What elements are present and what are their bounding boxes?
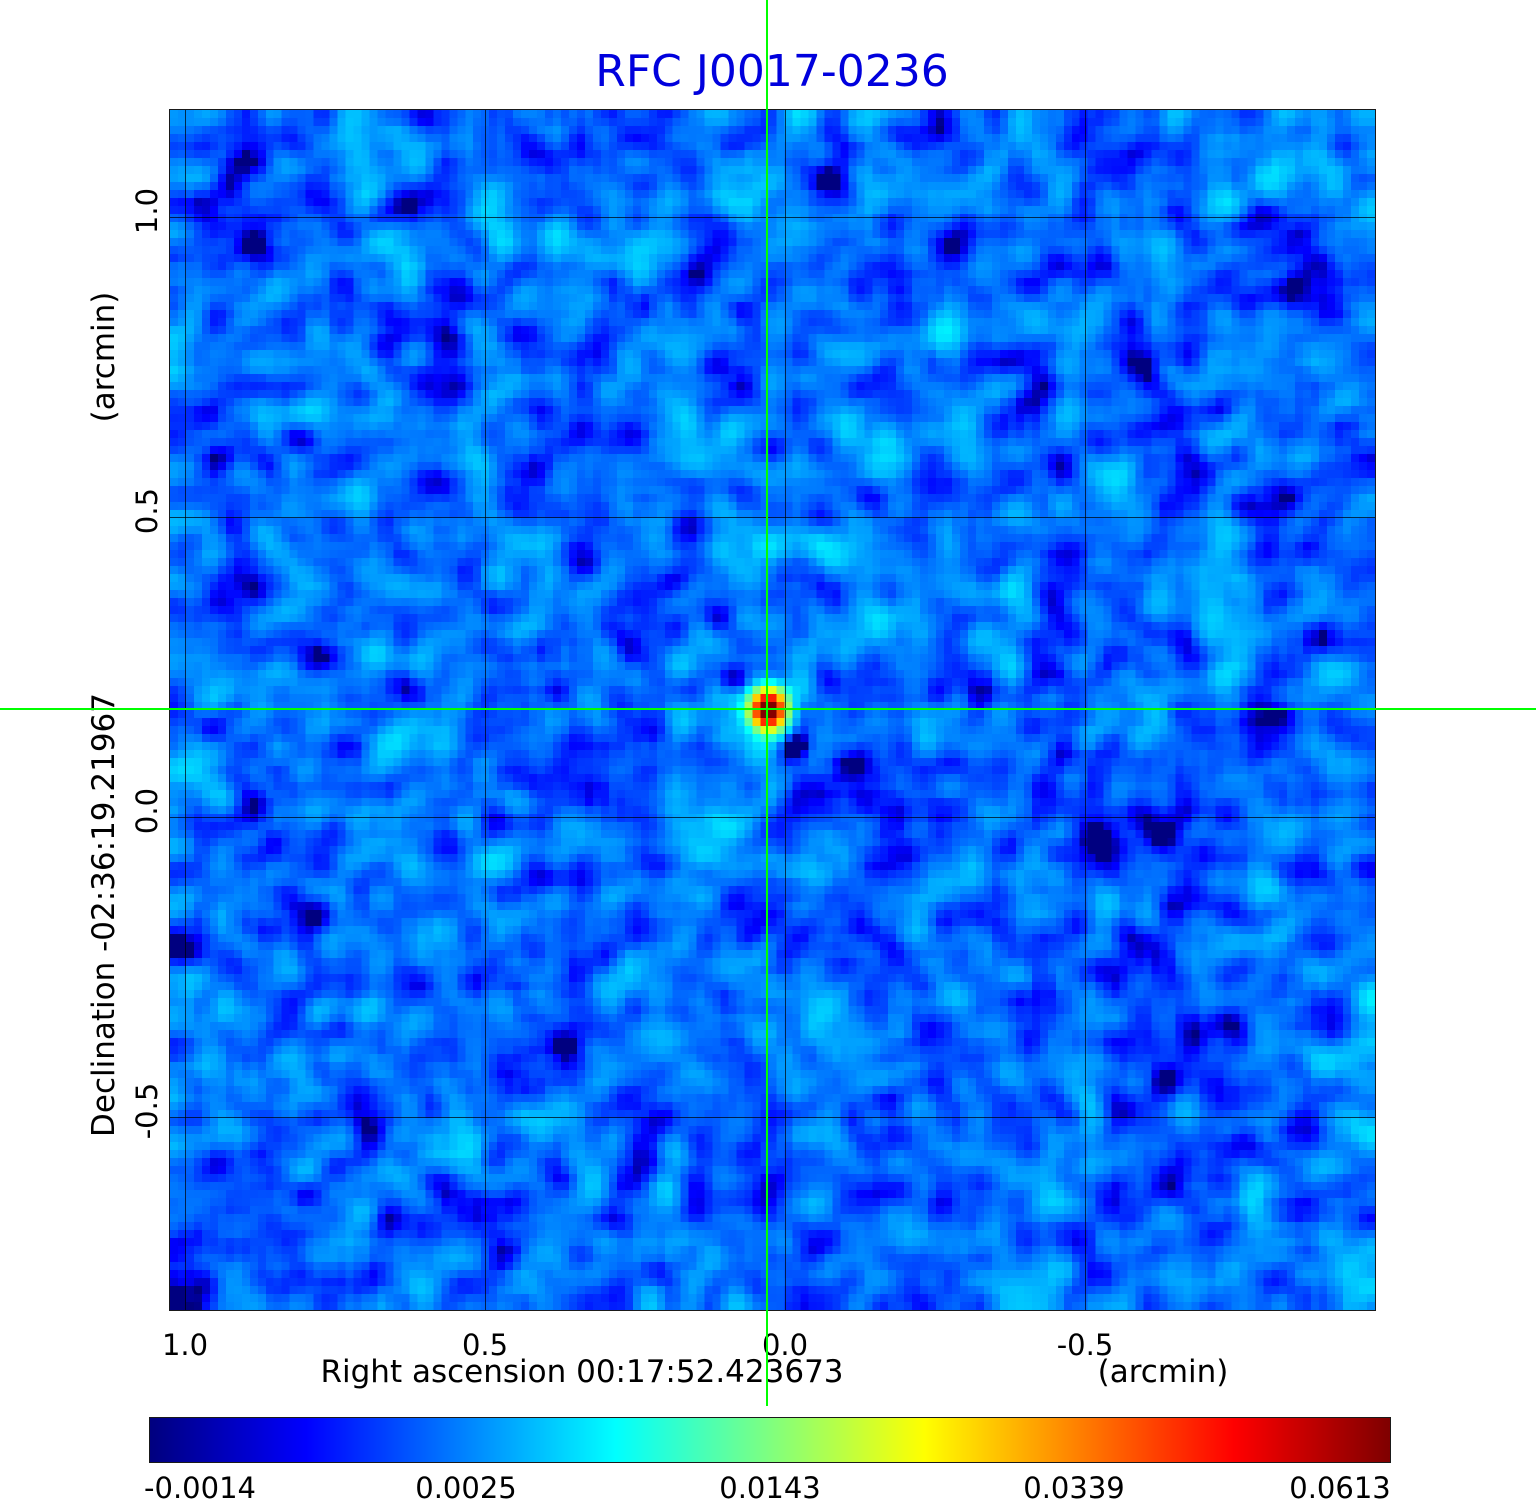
- crosshair-horizontal-line: [0, 708, 1536, 710]
- colorbar: [149, 1417, 1391, 1463]
- gridline-vertical: [785, 110, 786, 1310]
- y-tick-label: 0.5: [130, 487, 164, 535]
- crosshair-vertical-line: [766, 0, 768, 1406]
- y-tick-label: 1.0: [130, 187, 164, 235]
- x-tick-label: 0.5: [461, 1328, 509, 1362]
- x-tick-label: 0.0: [761, 1328, 809, 1362]
- gridline-vertical: [185, 110, 186, 1310]
- y-axis-label: Declination -02:36:19.21967: [86, 693, 122, 1137]
- colorbar-tick-label: 0.0025: [415, 1471, 517, 1505]
- gridline-vertical: [485, 110, 486, 1310]
- x-tick-label: 1.0: [161, 1328, 209, 1362]
- colorbar-tick-label: 0.0143: [719, 1471, 821, 1505]
- y-axis-unit-label: (arcmin): [86, 291, 122, 423]
- plot-title: RFC J0017-0236: [595, 46, 949, 97]
- x-tick-label: -0.5: [1056, 1328, 1114, 1362]
- gridline-horizontal: [170, 1117, 1375, 1118]
- gridline-horizontal: [170, 517, 1375, 518]
- gridline-horizontal: [170, 817, 1375, 818]
- colorbar-tick-label: 0.0613: [1289, 1471, 1391, 1505]
- sky-map: [169, 109, 1376, 1311]
- colorbar-canvas: [150, 1418, 1390, 1462]
- colorbar-tick-label: -0.0014: [144, 1471, 256, 1505]
- gridline-vertical: [1085, 110, 1086, 1310]
- colorbar-tick-label: 0.0339: [1023, 1471, 1125, 1505]
- gridline-horizontal: [170, 217, 1375, 218]
- x-axis-unit-label: (arcmin): [1097, 1354, 1229, 1390]
- x-axis-label: Right ascension 00:17:52.423673: [320, 1354, 844, 1390]
- sky-map-canvas: [170, 110, 1375, 1310]
- y-tick-label: 0.0: [130, 787, 164, 835]
- y-tick-label: -0.5: [130, 1082, 164, 1140]
